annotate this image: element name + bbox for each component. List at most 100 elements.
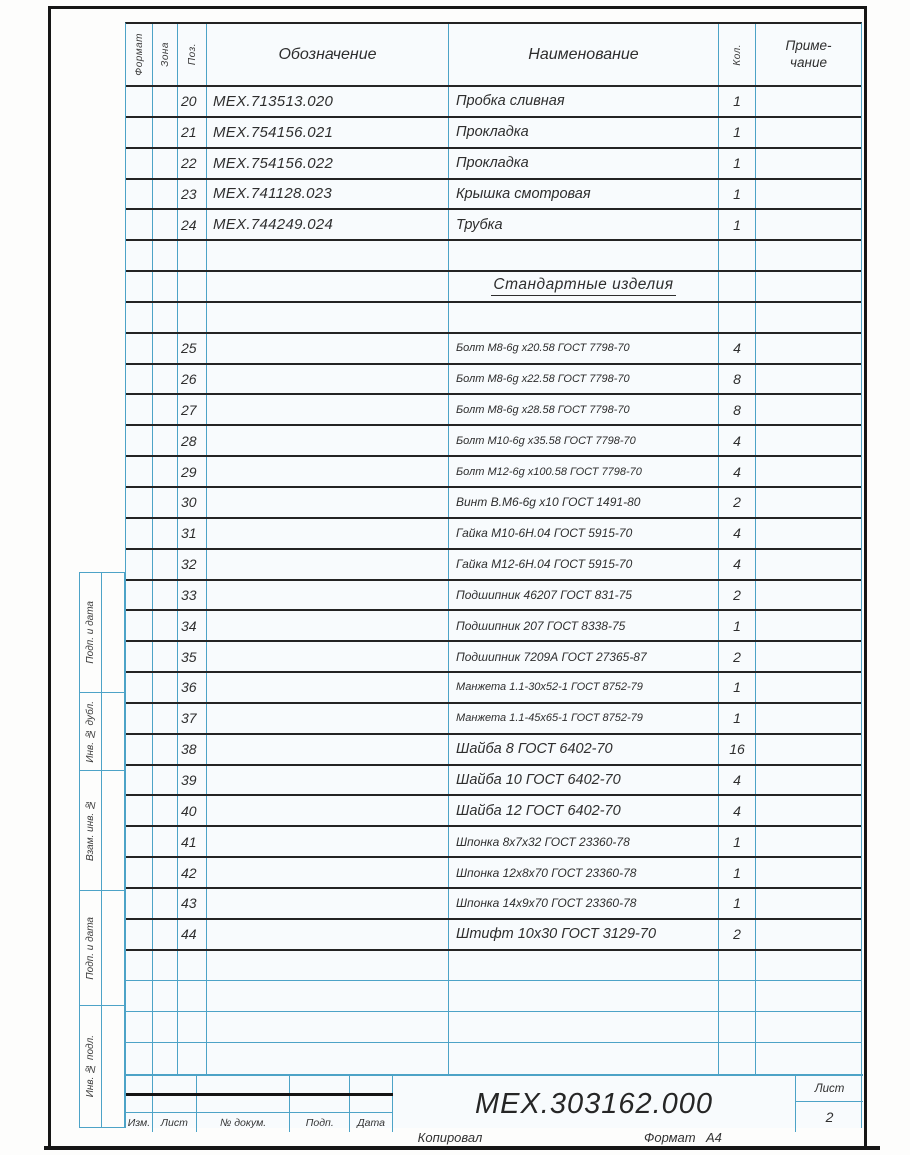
row-qty bbox=[719, 950, 756, 981]
table-body: 20 МЕХ.713513.020 Пробка сливная 1 21 МЕХ.754… bbox=[126, 87, 861, 1074]
row-name bbox=[449, 241, 719, 271]
table-row: 36 Манжета 1.1-30х52-1 ГОСТ 8752-79 1 bbox=[126, 673, 861, 704]
row-note bbox=[756, 365, 861, 394]
row-name: Болт М8-6g х22.58 ГОСТ 7798-70 bbox=[449, 364, 719, 394]
row-qty: 2 bbox=[719, 580, 756, 610]
row-format bbox=[126, 302, 153, 332]
row-zone bbox=[153, 1012, 178, 1043]
row-name: Болт М12-6g х100.58 ГОСТ 7798-70 bbox=[449, 457, 719, 486]
row-pos: 33 bbox=[178, 580, 207, 610]
row-zone bbox=[153, 87, 178, 116]
row-name: Шпонка 12х8х70 ГОСТ 23360-78 bbox=[449, 858, 719, 887]
row-name: Винт В.М6-6g х10 ГОСТ 1491-80 bbox=[449, 487, 719, 517]
row-zone bbox=[153, 272, 178, 301]
row-zone bbox=[153, 981, 178, 1012]
row-name: Пробка сливная bbox=[449, 87, 719, 116]
sheet-border-right bbox=[864, 6, 867, 1150]
row-pos: 40 bbox=[178, 796, 207, 826]
title-block: Изм. Лист № докум. Подп. Дата МЕХ.303162… bbox=[126, 1074, 863, 1132]
row-note bbox=[756, 395, 861, 424]
row-designation: МЕХ.713513.020 bbox=[207, 87, 449, 116]
row-note bbox=[756, 581, 861, 610]
row-pos: 20 bbox=[178, 87, 207, 116]
row-qty: 4 bbox=[719, 518, 756, 548]
row-name: Подшипник 207 ГОСТ 8338-75 bbox=[449, 611, 719, 641]
row-note bbox=[756, 488, 861, 517]
row-qty: 8 bbox=[719, 364, 756, 394]
row-designation bbox=[207, 888, 449, 918]
table-row: 39 Шайба 10 ГОСТ 6402-70 4 bbox=[126, 765, 861, 797]
row-pos: 44 bbox=[178, 919, 207, 949]
table-row: 44 Штифт 10х30 ГОСТ 3129-70 2 bbox=[126, 919, 861, 951]
row-qty: 4 bbox=[719, 457, 756, 486]
document-number: МЕХ.303162.000 bbox=[393, 1076, 796, 1132]
row-pos bbox=[178, 241, 207, 271]
row-designation bbox=[207, 549, 449, 579]
row-qty bbox=[719, 1043, 756, 1074]
footer-format-value: А4 bbox=[706, 1130, 722, 1145]
row-name: Штифт 10х30 ГОСТ 3129-70 bbox=[449, 919, 719, 949]
row-note bbox=[756, 519, 861, 548]
table-row: 20 МЕХ.713513.020 Пробка сливная 1 bbox=[126, 87, 861, 118]
row-designation: МЕХ.741128.023 bbox=[207, 179, 449, 209]
table-row: 24 МЕХ.744249.024 Трубка 1 bbox=[126, 210, 861, 242]
row-format bbox=[126, 981, 153, 1012]
row-designation bbox=[207, 1043, 449, 1074]
row-designation bbox=[207, 827, 449, 857]
row-qty: 4 bbox=[719, 333, 756, 363]
row-note bbox=[756, 889, 861, 918]
row-format bbox=[126, 642, 153, 672]
row-note bbox=[756, 550, 861, 579]
row-pos: 25 bbox=[178, 333, 207, 363]
row-designation bbox=[207, 796, 449, 826]
row-zone bbox=[153, 888, 178, 918]
row-zone bbox=[153, 858, 178, 887]
row-zone bbox=[153, 487, 178, 517]
margin-box-vzam-inv: Взам. инв. № bbox=[79, 770, 125, 890]
row-note bbox=[756, 87, 861, 116]
row-note bbox=[756, 858, 861, 887]
row-pos bbox=[178, 272, 207, 301]
table-row: 29 Болт М12-6g х100.58 ГОСТ 7798-70 4 bbox=[126, 457, 861, 488]
table-row: 42 Шпонка 12х8х70 ГОСТ 23360-78 1 bbox=[126, 858, 861, 889]
left-margin-column: Подп. и дата Инв. № дубл. Взам. инв. № П… bbox=[79, 572, 125, 1128]
row-designation bbox=[207, 457, 449, 486]
row-pos: 32 bbox=[178, 549, 207, 579]
row-pos: 36 bbox=[178, 673, 207, 702]
row-name bbox=[449, 981, 719, 1012]
row-name bbox=[449, 1012, 719, 1043]
column-header-name: Наименование bbox=[449, 24, 719, 85]
row-pos: 43 bbox=[178, 888, 207, 918]
row-note bbox=[756, 118, 861, 147]
sheet-number-block: Лист 2 bbox=[796, 1076, 863, 1132]
row-qty: 2 bbox=[719, 487, 756, 517]
row-name: Прокладка bbox=[449, 117, 719, 147]
row-note bbox=[756, 827, 861, 856]
row-zone bbox=[153, 580, 178, 610]
sheet-label: Лист bbox=[796, 1076, 863, 1102]
row-format bbox=[126, 457, 153, 486]
row-note bbox=[756, 457, 861, 486]
row-pos: 39 bbox=[178, 765, 207, 795]
row-note bbox=[756, 766, 861, 795]
row-designation bbox=[207, 981, 449, 1012]
row-qty: 4 bbox=[719, 426, 756, 456]
row-pos: 27 bbox=[178, 395, 207, 425]
row-note bbox=[756, 149, 861, 178]
row-note bbox=[756, 1012, 861, 1042]
row-designation bbox=[207, 426, 449, 456]
row-zone bbox=[153, 395, 178, 425]
row-pos: 24 bbox=[178, 210, 207, 240]
row-format bbox=[126, 241, 153, 271]
row-designation bbox=[207, 642, 449, 672]
footer-copied-label: Копировал bbox=[417, 1130, 483, 1145]
row-qty: 1 bbox=[719, 117, 756, 147]
row-pos: 37 bbox=[178, 703, 207, 733]
row-format bbox=[126, 487, 153, 517]
specification-table: Формат Зона Поз. Обозначение Наименовани… bbox=[125, 22, 863, 1132]
row-name: Гайка М12-6Н.04 ГОСТ 5915-70 bbox=[449, 549, 719, 579]
row-qty: 4 bbox=[719, 765, 756, 795]
table-row: 31 Гайка М10-6Н.04 ГОСТ 5915-70 4 bbox=[126, 518, 861, 550]
row-format bbox=[126, 858, 153, 887]
row-qty: 1 bbox=[719, 179, 756, 209]
